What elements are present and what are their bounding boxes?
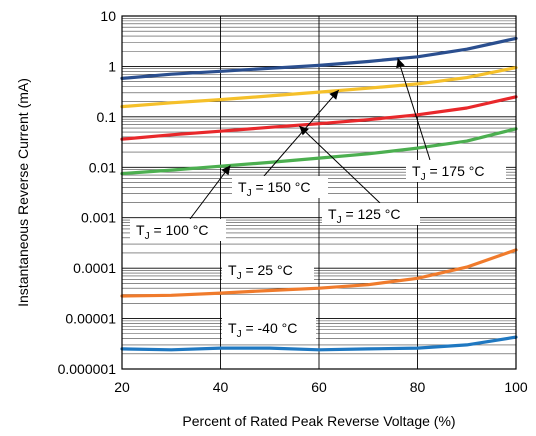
annotation-label: TJ = 125 °C [328,206,400,226]
series-line [120,36,518,81]
annotation-box [222,317,316,339]
annotation-label: TJ = 150 °C [238,179,310,199]
plot-frame [121,15,517,370]
x-tick-label: 80 [410,379,426,395]
x-tick-label: 20 [114,379,130,395]
annotation-label: TJ = 100 °C [136,222,208,242]
y-tick-label: 10 [100,8,116,24]
annotation-arrowhead [396,58,405,69]
series-lines [120,36,518,352]
series-line [120,127,518,176]
y-tick-label: 0.001 [81,210,116,226]
annotation-box [222,259,314,281]
y-tick-label: 0.1 [97,109,117,125]
annotation-box [130,219,226,241]
annotation-box [322,203,420,225]
annotation-box [406,160,506,182]
y-tick-label: 1 [108,58,116,74]
annotation-box [232,176,328,198]
series-line [120,248,518,298]
series-line [120,65,518,109]
annotation-arrowhead [221,165,231,176]
y-tick-label: 0.00001 [65,311,116,327]
annotation-label: TJ = 175 °C [412,163,484,183]
annotation-arrowhead [299,125,309,136]
annotation-label: TJ = -40 °C [228,320,297,340]
annotation-label: TJ = 25 °C [228,262,293,282]
annotation-arrowhead [329,90,339,100]
y-axis-title: Instantaneous Reverse Current (mA) [15,78,31,307]
x-tick-label: 60 [311,379,327,395]
x-axis-title: Percent of Rated Peak Reverse Voltage (%… [182,413,455,429]
x-tick-labels: 20 40 60 80 100 [114,379,528,395]
annotation-arrow-line [263,89,340,177]
series-line [120,95,518,141]
series-line [120,335,518,352]
x-tick-label: 40 [213,379,229,395]
y-tick-labels: 0.000001 0.00001 0.0001 0.001 0.01 0.1 1 10 [58,8,117,377]
x-tick-label: 100 [504,379,528,395]
y-tick-label: 0.0001 [73,260,116,276]
annotation-arrow-line [397,58,431,161]
y-tick-label: 0.000001 [58,361,117,377]
series-annotations: TJ = 175 °C TJ = 150 °C TJ = 125 °C TJ = 10… [130,58,506,340]
y-tick-label: 0.01 [89,159,116,175]
annotation-arrow-line [298,125,381,204]
annotation-arrow-line [189,165,231,220]
